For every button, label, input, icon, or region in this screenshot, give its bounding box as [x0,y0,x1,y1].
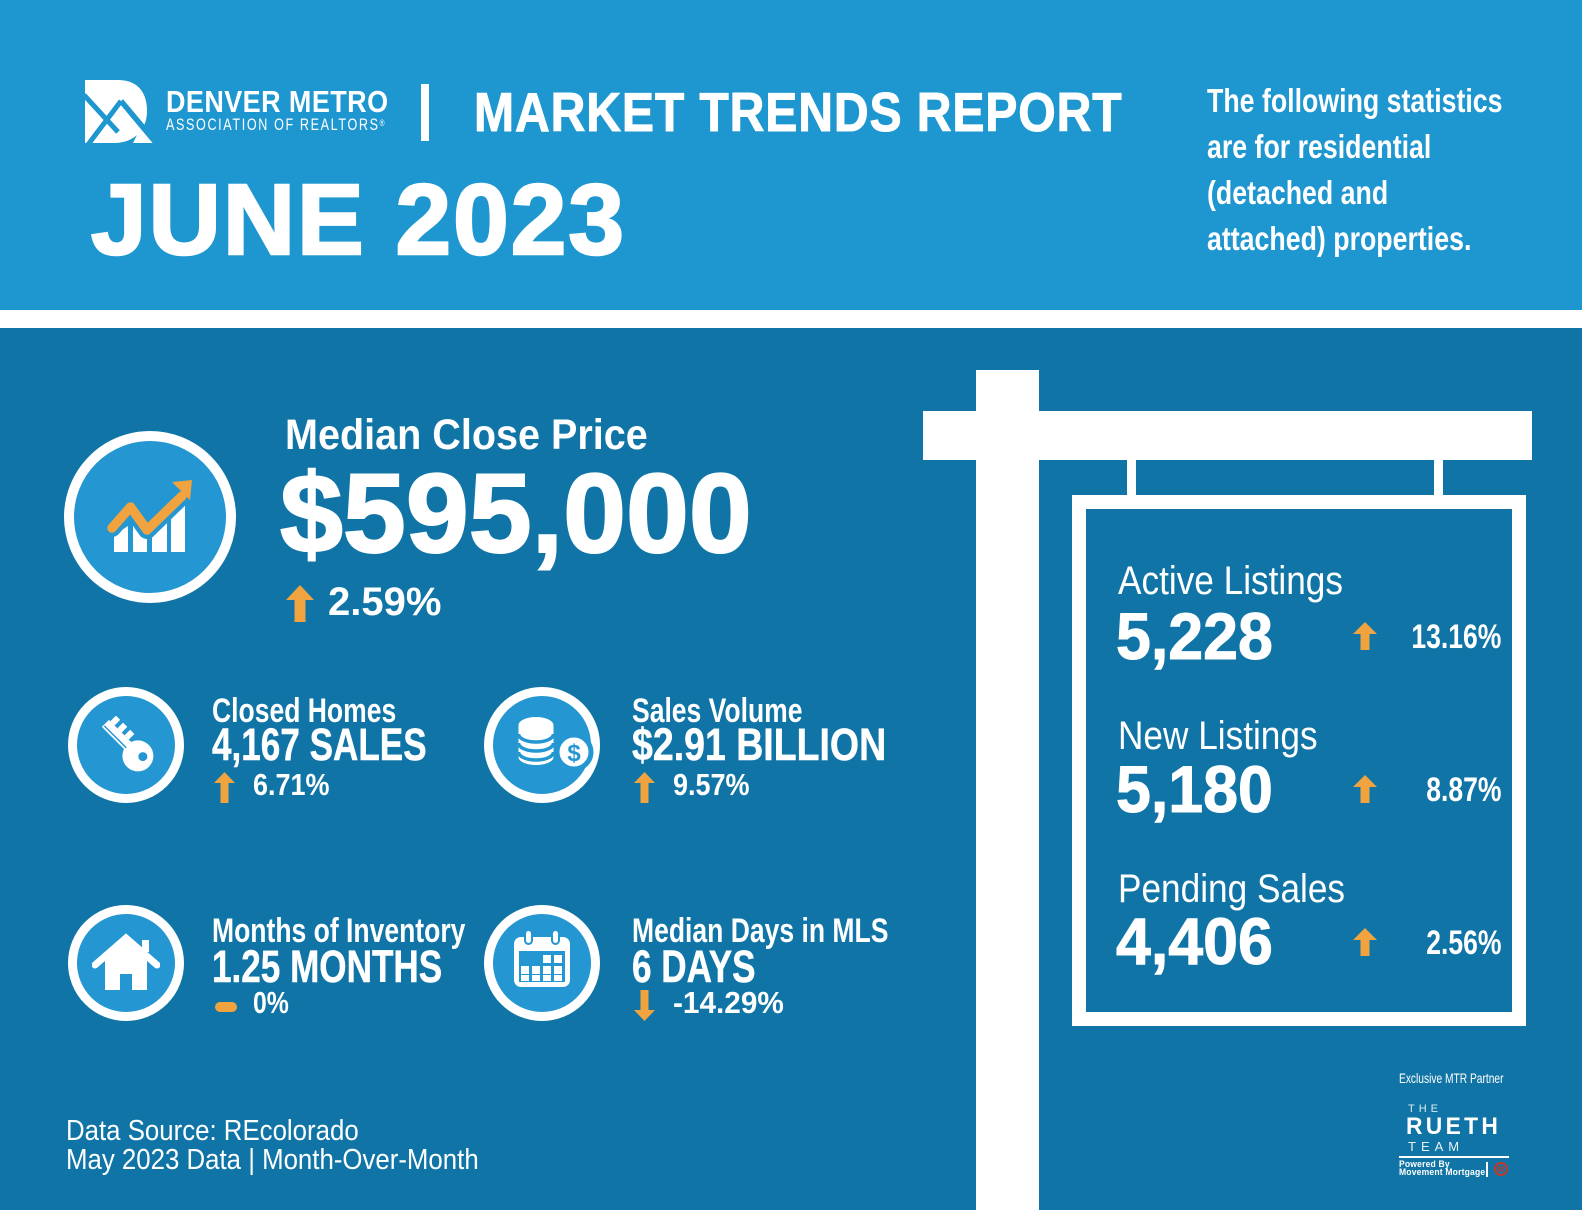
svg-text:$: $ [567,740,581,767]
